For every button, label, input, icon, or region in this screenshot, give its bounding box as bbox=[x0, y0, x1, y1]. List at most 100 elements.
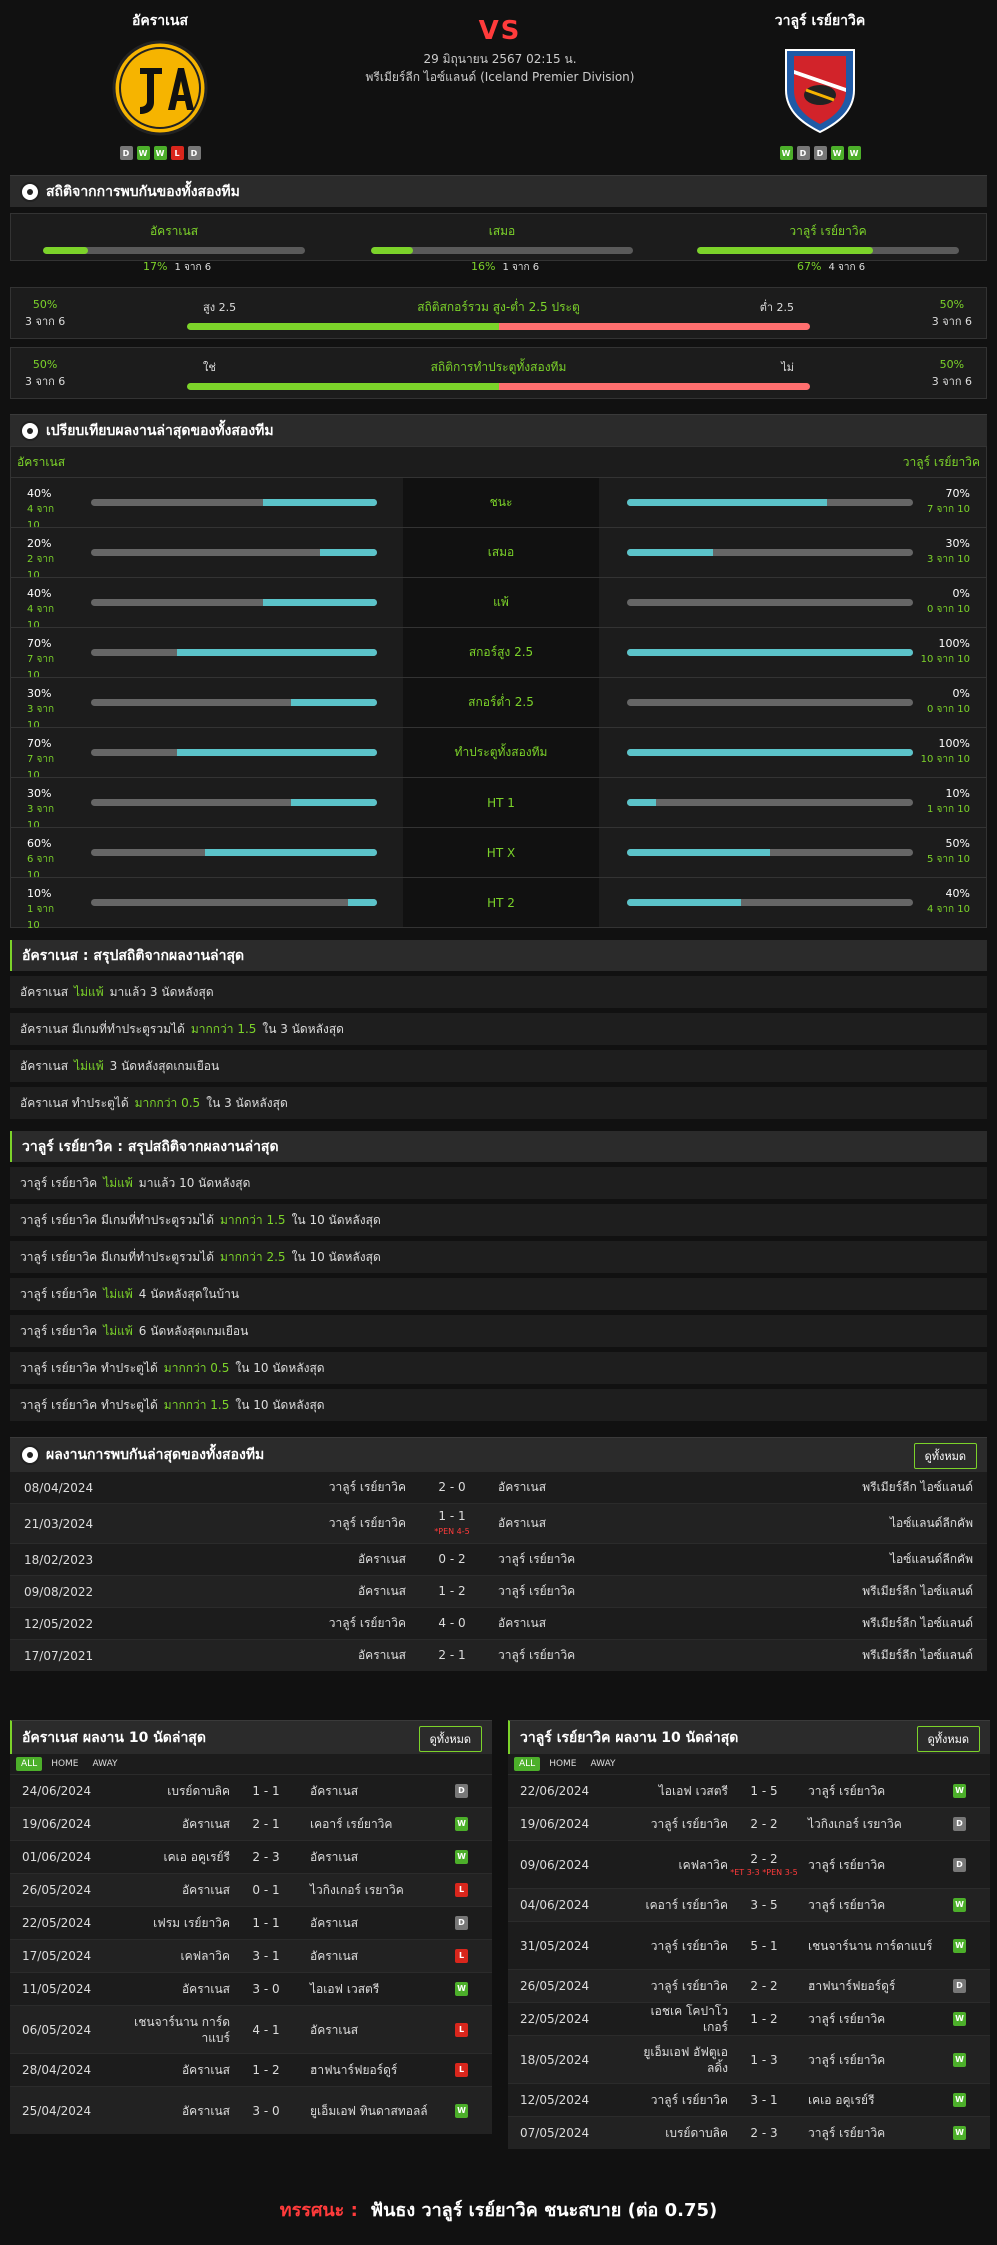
tab-home[interactable]: HOME bbox=[51, 1759, 79, 1769]
match-row[interactable]: 19/06/2024 อัคราเนส 2 - 1 เคอาร์ เรย์ยาวิค W bbox=[10, 1807, 492, 1840]
match-home: อัคราเนส bbox=[181, 1982, 230, 1996]
home-team-logo bbox=[112, 40, 208, 136]
score-text: 0 - 1 bbox=[252, 1883, 280, 1897]
compare-away-value: 10% 1 จาก 10 bbox=[896, 778, 986, 817]
match-row[interactable]: 11/05/2024 อัคราเนส 3 - 0 ไอเอฟ เวสตรี W bbox=[10, 1972, 492, 2005]
match-row[interactable]: 09/08/2022 อัคราเนส 1 - 2 วาลูร์ เรย์ยาวิค พ… bbox=[10, 1575, 987, 1607]
result-badge: W bbox=[953, 2052, 966, 2067]
result-cell: L bbox=[452, 1949, 492, 1963]
compare-label: สกอร์สูง 2.5 bbox=[403, 628, 599, 677]
tab-away[interactable]: AWAY bbox=[92, 1759, 118, 1769]
score-text: 3 - 5 bbox=[750, 1898, 778, 1912]
match-row[interactable]: 19/06/2024 วาลูร์ เรย์ยาวิค 2 - 2 ไวกิงเกอร… bbox=[508, 1807, 990, 1840]
football-icon bbox=[20, 1444, 40, 1465]
stat-pct: 16% bbox=[471, 260, 496, 273]
compare-table: อัคราเนส วาลูร์ เรย์ยาวิค 40% 4 จาก 10 ชนะ 7… bbox=[10, 446, 987, 931]
score-text: 2 - 0 bbox=[438, 1480, 466, 1494]
stat-label: วาลูร์ เรย์ยาวิค bbox=[789, 224, 867, 238]
match-score: 2 - 1 bbox=[230, 1816, 302, 1832]
result-badge: W bbox=[953, 1938, 966, 1953]
h2h-stats-heading: สถิติจากการพบกันของทั้งสองทีม bbox=[10, 175, 987, 207]
summary-row: อัคราเนส ไม่แพ้ 3 นัดหลังสุดเกมเยือน bbox=[10, 1050, 987, 1082]
compare-away-value: 70% 7 จาก 10 bbox=[896, 478, 986, 517]
match-row[interactable]: 01/06/2024 เคเอ อคูเรย์รี 2 - 3 อัคราเนส W bbox=[10, 1840, 492, 1873]
home-filter-tabs: ALL HOME AWAY bbox=[10, 1754, 492, 1774]
home-pct: 30% bbox=[27, 687, 52, 700]
summary-row: วาลูร์ เรย์ยาวิค มีเกมที่ทำประตูรวมได้ มา… bbox=[10, 1241, 987, 1273]
match-row[interactable]: 12/05/2022 วาลูร์ เรย์ยาวิค 4 - 0 อัคราเนส พ… bbox=[10, 1607, 987, 1639]
stat-pct: 17% bbox=[143, 260, 168, 273]
match-row[interactable]: 26/05/2024 อัคราเนส 0 - 1 ไวกิงเกอร์ เรยาวิ… bbox=[10, 1873, 492, 1906]
match-date: 04/06/2024 bbox=[520, 1898, 590, 1912]
compare-away-value: 100% 10 จาก 10 bbox=[896, 628, 986, 667]
match-row[interactable]: 07/05/2024 เบรย์ดาบลิค 2 - 3 วาลูร์ เรย์ยาว… bbox=[508, 2116, 990, 2149]
match-score: 2 - 3 bbox=[728, 2125, 800, 2141]
result-cell: W bbox=[950, 2126, 990, 2140]
tab-home[interactable]: HOME bbox=[549, 1759, 577, 1769]
result-cell: L bbox=[452, 2063, 492, 2077]
ou-bar bbox=[187, 323, 810, 330]
match-row[interactable]: 04/06/2024 เคอาร์ เรย์ยาวิค 3 - 5 วาลูร์ เร… bbox=[508, 1888, 990, 1921]
view-all-button[interactable]: ดูทั้งหมด bbox=[913, 1443, 977, 1469]
compare-row: 30% 3 จาก 10 HT 1 10% 1 จาก 10 bbox=[11, 777, 986, 831]
score-text: 1 - 1 bbox=[438, 1508, 466, 1523]
match-row[interactable]: 09/06/2024 เคฟลาวิค 2 - 2 *ET 3-3 *PEN 3-5 ว… bbox=[508, 1840, 990, 1888]
match-row[interactable]: 21/03/2024 วาลูร์ เรย์ยาวิค 1 - 1 *PEN 4-5 อ… bbox=[10, 1503, 987, 1543]
result-cell: D bbox=[950, 1979, 990, 1993]
match-row[interactable]: 26/05/2024 วาลูร์ เรย์ยาวิค 2 - 2 ฮาฟนาร์ฟย… bbox=[508, 1969, 990, 2002]
away-last10: วาลูร์ เรย์ยาวิค ผลงาน 10 นัดล่าสุด ดูทั้… bbox=[508, 1720, 990, 2149]
match-score: 5 - 1 bbox=[728, 1938, 800, 1954]
result-cell: W bbox=[950, 1784, 990, 1798]
section-title: วาลูร์ เรย์ยาวิค ผลงาน 10 นัดล่าสุด bbox=[520, 1729, 739, 1746]
match-row[interactable]: 28/04/2024 อัคราเนส 1 - 2 ฮาฟนาร์ฟยอร์ดูร์ L bbox=[10, 2053, 492, 2086]
compare-label: ทำประตูทั้งสองทีม bbox=[403, 728, 599, 777]
score-text: 1 - 3 bbox=[750, 2052, 778, 2067]
over-under-stat: 50% 3 จาก 6 สูง 2.5 สถิติสกอร์รวม สูง-ต่ำ … bbox=[10, 287, 987, 339]
compare-home-name: อัคราเนส bbox=[17, 454, 66, 469]
view-all-button[interactable]: ดูทั้งหมด bbox=[418, 1726, 482, 1752]
match-row[interactable]: 12/05/2024 วาลูร์ เรย์ยาวิค 3 - 1 เคเอ อคูเ… bbox=[508, 2083, 990, 2116]
match-row[interactable]: 25/04/2024 อัคราเนส 3 - 0 ยูเอ็มเอฟ ทินดาสท… bbox=[10, 2086, 492, 2134]
match-away: เคเอ อคูเรย์รี bbox=[808, 2093, 875, 2107]
match-row[interactable]: 31/05/2024 วาลูร์ เรย์ยาวิค 5 - 1 เชนจาร์นา… bbox=[508, 1921, 990, 1969]
verdict-text: ฟันธง วาลูร์ เรย์ยาวิค ชนะสบาย (ต่อ 0.75… bbox=[370, 2200, 718, 2221]
match-row[interactable]: 08/04/2024 วาลูร์ เรย์ยาวิค 2 - 0 อัคราเนส พ… bbox=[10, 1471, 987, 1503]
home-count: 7 จาก 10 bbox=[27, 654, 55, 681]
result-cell: W bbox=[950, 1898, 990, 1912]
tab-away[interactable]: AWAY bbox=[590, 1759, 616, 1769]
match-date: 17/05/2024 bbox=[22, 1949, 92, 1963]
match-row[interactable]: 18/02/2023 อัคราเนส 0 - 2 วาลูร์ เรย์ยาวิค ไ… bbox=[10, 1543, 987, 1575]
score-text: 2 - 2 bbox=[750, 1851, 778, 1866]
tab-all[interactable]: ALL bbox=[16, 1757, 43, 1771]
home-bar bbox=[91, 599, 377, 606]
match-row[interactable]: 18/05/2024 ยูเอ็มเอฟ อัฟตูเอลดิ้ง 1 - 3 วาล… bbox=[508, 2035, 990, 2083]
match-row[interactable]: 24/06/2024 เบรย์ดาบลิค 1 - 1 อัคราเนส D bbox=[10, 1774, 492, 1807]
match-score: 1 - 5 bbox=[728, 1783, 800, 1799]
h2h-matches-heading: ผลงานการพบกันล่าสุดของทั้งสองทีม ดูทั้งหม… bbox=[10, 1437, 987, 1471]
match-row[interactable]: 22/05/2024 เฟรม เรย์ยาวิค 1 - 1 อัคราเนส D bbox=[10, 1906, 492, 1939]
summary-subject: อัคราเนส ทำประตูได้ bbox=[20, 1095, 129, 1110]
match-score: 2 - 0 bbox=[416, 1480, 488, 1495]
match-row[interactable]: 06/05/2024 เชนจาร์นาน การ์ดาแบร์ 4 - 1 อัคร… bbox=[10, 2005, 492, 2053]
match-league: พรีเมียร์ลีก ไอซ์แลนด์ bbox=[862, 1480, 973, 1494]
home-pct: 20% bbox=[27, 537, 52, 550]
match-away: อัคราเนส bbox=[310, 1784, 359, 1798]
compare-home-value: 40% 4 จาก 10 bbox=[11, 578, 63, 631]
match-away: อัคราเนส bbox=[498, 1516, 547, 1530]
match-score: 1 - 2 bbox=[416, 1584, 488, 1599]
match-score: 3 - 0 bbox=[230, 1981, 302, 1997]
tab-all[interactable]: ALL bbox=[514, 1757, 541, 1771]
match-row[interactable]: 17/07/2021 อัคราเนส 2 - 1 วาลูร์ เรย์ยาวิค พ… bbox=[10, 1639, 987, 1671]
match-home: ยูเอ็มเอฟ อัฟตูเอลดิ้ง bbox=[643, 2044, 728, 2075]
form-badge: W bbox=[153, 146, 167, 160]
summary-detail: ใน 10 นัดหลังสุด bbox=[291, 1249, 381, 1264]
match-row[interactable]: 17/05/2024 เคฟลาวิค 3 - 1 อัคราเนส L bbox=[10, 1939, 492, 1972]
match-row[interactable]: 22/06/2024 ไอเอฟ เวสตรี 1 - 5 วาลูร์ เรย์ยา… bbox=[508, 1774, 990, 1807]
view-all-button[interactable]: ดูทั้งหมด bbox=[916, 1726, 980, 1752]
match-away: ไวกิงเกอร์ เรยาวิค bbox=[310, 1883, 404, 1897]
bts-title: สถิติการทำประตูทั้งสองทีม bbox=[430, 360, 567, 374]
compare-label: สกอร์ต่ำ 2.5 bbox=[403, 678, 599, 727]
summary-detail: ใน 3 นัดหลังสุด bbox=[206, 1095, 288, 1110]
match-away: เคอาร์ เรย์ยาวิค bbox=[310, 1817, 393, 1831]
match-row[interactable]: 22/05/2024 เอชเค โคปาโวเกอร์ 1 - 2 วาลูร์ เ… bbox=[508, 2002, 990, 2035]
